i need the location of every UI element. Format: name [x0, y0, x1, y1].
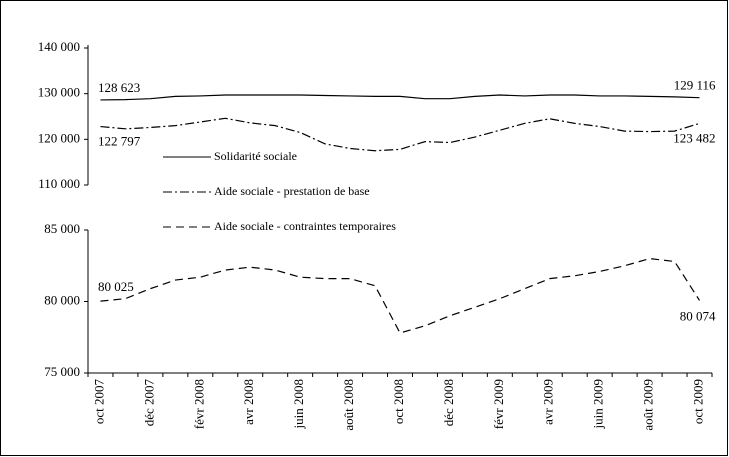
data-label: 123 482: [673, 130, 715, 145]
x-tick-label: févr 2008: [191, 379, 206, 429]
data-label: 122 797: [98, 134, 141, 149]
y-tick-label: 130 000: [38, 85, 80, 100]
data-label: 129 116: [674, 78, 716, 93]
x-tick-label: oct 2009: [691, 379, 706, 424]
x-tick-label: oct 2007: [91, 379, 106, 425]
x-tick-label: oct 2008: [391, 379, 406, 424]
x-tick-label: juin 2008: [291, 379, 306, 429]
y-tick-label: 110 000: [38, 176, 80, 191]
data-label: 80 074: [680, 308, 716, 323]
legend-label: Solidarité sociale: [214, 149, 297, 163]
x-tick-label: juin 2009: [591, 379, 606, 429]
x-tick-label: août 2009: [641, 379, 656, 431]
data-label: 128 623: [98, 80, 140, 95]
y-tick-label: 75 000: [44, 364, 80, 379]
x-tick-label: avr 2009: [541, 379, 556, 425]
x-tick-label: avr 2008: [241, 379, 256, 425]
x-tick-label: août 2008: [341, 379, 356, 431]
y-tick-label: 140 000: [38, 39, 80, 54]
legend-label: Aide sociale - contraintes temporaires: [214, 219, 396, 233]
data-label: 80 025: [98, 279, 134, 294]
y-tick-label: 120 000: [38, 130, 80, 145]
x-tick-label: févr 2009: [491, 379, 506, 429]
y-tick-label: 80 000: [44, 292, 80, 307]
x-tick-label: déc 2008: [441, 379, 456, 426]
series-line: [100, 94, 700, 101]
y-tick-label: 85 000: [44, 221, 80, 236]
x-tick-label: déc 2007: [141, 379, 156, 427]
legend-label: Aide sociale - prestation de base: [214, 184, 370, 198]
